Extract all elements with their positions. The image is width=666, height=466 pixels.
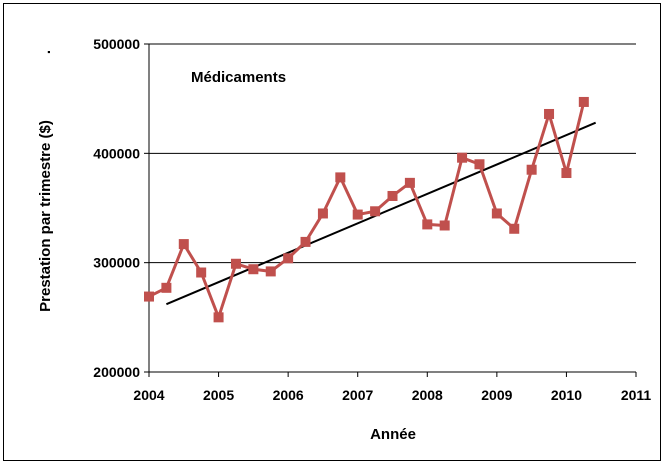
x-tick-labels: 2004 2005 2006 2007 2008 2009 2010 2011 (133, 387, 651, 403)
x-tick-label: 2009 (481, 387, 512, 403)
y-tick-label: 300000 (93, 255, 140, 271)
data-point (457, 153, 467, 163)
data-point (509, 224, 519, 234)
data-point (440, 220, 450, 230)
x-tick-label: 2008 (412, 387, 443, 403)
data-point (144, 292, 154, 302)
data-point (301, 237, 311, 247)
data-point (405, 178, 415, 188)
data-point (179, 239, 189, 249)
data-point (248, 264, 258, 274)
y-tick-label: 200000 (93, 364, 140, 380)
x-axis-label: Année (370, 426, 416, 443)
data-point (335, 172, 345, 182)
data-point (474, 159, 484, 169)
data-point (388, 191, 398, 201)
data-point (579, 97, 589, 107)
data-point (283, 253, 293, 263)
data-point (318, 208, 328, 218)
data-point (492, 208, 502, 218)
data-point (196, 268, 206, 278)
y-tick-labels: 200000 300000 400000 500000 (93, 36, 140, 380)
data-point (544, 109, 554, 119)
x-tick-label: 2004 (133, 387, 164, 403)
chart-annotation: Médicaments (191, 69, 286, 86)
x-tick-label: 2011 (621, 387, 652, 403)
x-tick-label: 2007 (342, 387, 373, 403)
data-point (422, 219, 432, 229)
data-point (266, 266, 276, 276)
y-tick-label: 400000 (93, 145, 140, 161)
series-layer (144, 97, 589, 322)
y-tick-label: 500000 (93, 36, 140, 52)
y-axis-label-suffix: . (37, 50, 54, 54)
data-point (561, 168, 571, 178)
data-point (370, 206, 380, 216)
x-tick-label: 2006 (273, 387, 304, 403)
data-point (214, 312, 224, 322)
data-point (231, 259, 241, 269)
x-tick-label: 2005 (203, 387, 234, 403)
data-point (161, 283, 171, 293)
y-axis-label: Prestation par trimestre ($) (37, 120, 54, 312)
data-point (527, 165, 537, 175)
x-tick-label: 2010 (551, 387, 582, 403)
data-point (353, 210, 363, 220)
